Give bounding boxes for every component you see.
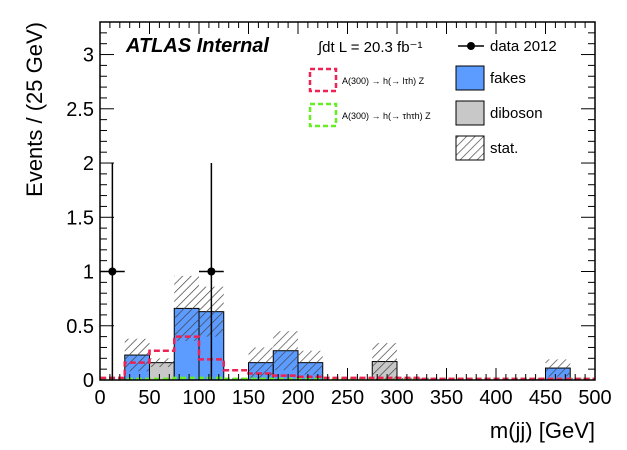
x-tick-label-6: 300	[380, 387, 413, 409]
x-axis-title: m(jj) [GeV]	[490, 418, 595, 443]
y-tick-label-3: 1.5	[66, 207, 94, 229]
plot-area	[100, 163, 595, 381]
x-tick-label-9: 450	[529, 387, 562, 409]
x-tick-label-2: 100	[182, 387, 215, 409]
legend-diboson: diboson	[455, 100, 543, 126]
legend-signal-1: A(300) → h(→ lτh) Z	[308, 67, 425, 93]
stat-band-15	[471, 377, 496, 380]
atlas-label: ATLAS Internal	[125, 35, 269, 57]
data-point-1	[207, 267, 216, 276]
stat-band-8	[298, 350, 323, 375]
y-axis-title: Events / (25 GeV)	[22, 22, 47, 197]
legend-label-signal-1: A(300) → h(→ lτh) Z	[342, 76, 425, 86]
legend-fakes: fakes	[455, 65, 526, 91]
stat-band-2	[149, 358, 175, 367]
x-tick-label-7: 350	[430, 387, 463, 409]
stat-band-19	[570, 377, 595, 380]
legend-label-signal-2: A(300) → h(→ τhτh) Z	[342, 111, 431, 121]
y-tick-label-5: 2.5	[66, 99, 94, 121]
legend-label-data: data 2012	[490, 38, 557, 55]
x-tick-label-1: 50	[138, 387, 160, 409]
y-tick-label-1: 0.5	[66, 316, 94, 338]
legend-data: data 2012	[458, 38, 557, 55]
legend-label-stat: stat.	[490, 140, 518, 157]
x-tick-label-0: 0	[94, 387, 105, 409]
legend-stat: stat.	[455, 135, 518, 161]
stat-band-7	[273, 331, 298, 371]
y-tick-label-2: 1	[83, 262, 94, 284]
y-tick-label-4: 2	[83, 153, 94, 175]
x-tick-label-5: 250	[331, 387, 364, 409]
y-tick-label-6: 3	[83, 45, 94, 67]
x-tick-label-10: 500	[578, 387, 611, 409]
x-tick-label-3: 150	[232, 387, 265, 409]
axis-ticks: 0 50 100 150 200 250 300 350 400 450 500 0 0.5 1 1.5 2 2…	[66, 22, 612, 409]
legend: data 2012 fakes diboson stat. A(300) → h…	[308, 38, 557, 161]
y-tick-label-0: 0	[83, 370, 94, 392]
stat-band-18	[545, 359, 571, 377]
legend-label-diboson: diboson	[490, 105, 543, 122]
stat-band-11	[372, 343, 397, 380]
lumi-text: ∫dt L = 20.3 fb⁻¹	[317, 39, 422, 56]
stat-band-1	[124, 338, 150, 372]
legend-label-fakes: fakes	[490, 70, 526, 87]
x-tick-label-8: 400	[479, 387, 512, 409]
legend-signal-2: A(300) → h(→ τhτh) Z	[308, 102, 431, 128]
stat-band-3	[174, 275, 199, 341]
lumi-label: ∫dt L = 20.3 fb⁻¹	[317, 39, 422, 56]
x-tick-label-4: 200	[281, 387, 314, 409]
